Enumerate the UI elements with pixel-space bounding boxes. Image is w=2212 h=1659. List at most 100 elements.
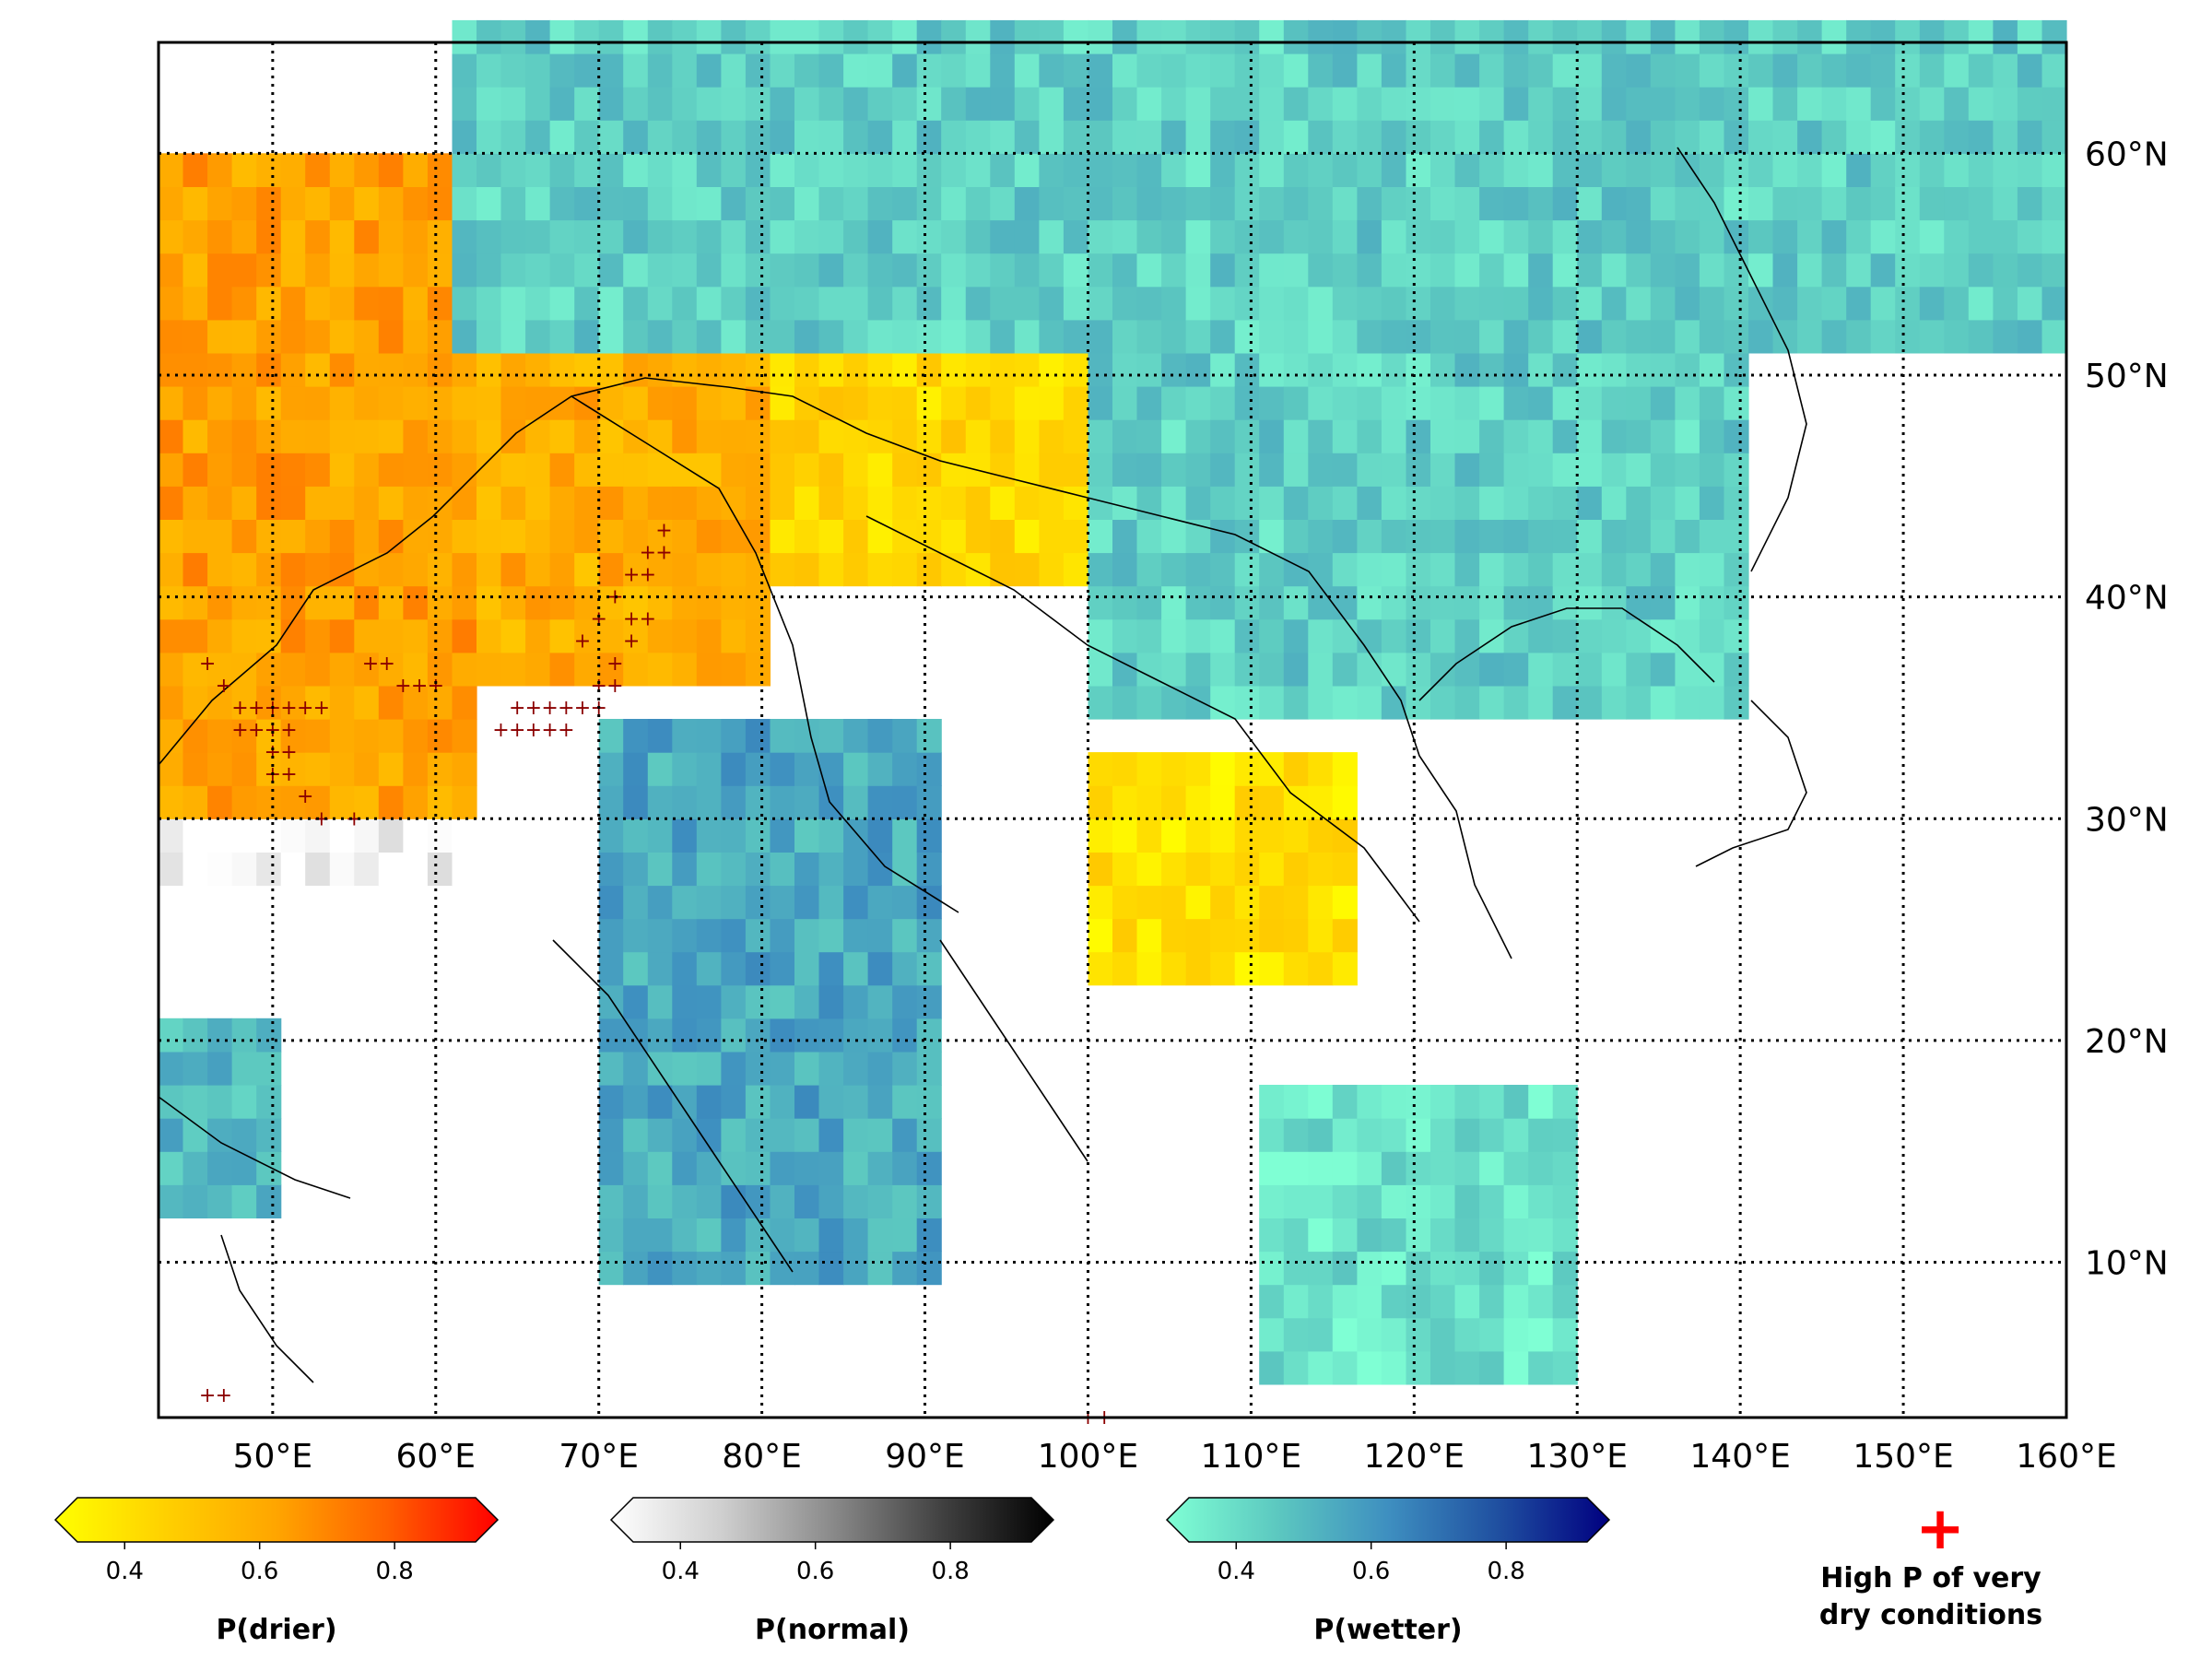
grid-cell xyxy=(231,585,257,620)
grid-cell xyxy=(672,453,698,487)
grid-cell xyxy=(403,219,429,254)
grid-cell xyxy=(1308,552,1334,587)
grid-cell xyxy=(256,352,282,387)
grid-cell xyxy=(452,120,477,154)
grid-cell xyxy=(378,752,404,786)
very-dry-cross: + xyxy=(509,697,525,720)
grid-cell xyxy=(1552,352,1578,387)
grid-cell xyxy=(1454,419,1480,453)
grid-cell xyxy=(770,19,795,54)
grid-cell xyxy=(1626,53,1652,88)
grid-cell xyxy=(1454,652,1480,687)
grid-cell xyxy=(1528,1284,1554,1319)
grid-cell xyxy=(1283,286,1309,321)
grid-cell xyxy=(1724,419,1749,453)
border-line xyxy=(1418,607,1715,701)
grid-cell xyxy=(696,1051,722,1086)
grid-cell xyxy=(207,352,233,387)
grid-cell xyxy=(1161,552,1187,587)
grid-cell xyxy=(1479,1284,1505,1319)
grid-cell xyxy=(818,852,844,887)
grid-cell xyxy=(1381,53,1406,88)
grid-cell xyxy=(256,519,282,554)
grid-cell xyxy=(1503,1118,1529,1152)
grid-cell xyxy=(280,319,306,354)
grid-cell xyxy=(1112,752,1138,786)
grid-cell xyxy=(721,752,747,786)
grid-cell xyxy=(549,652,575,687)
grid-cell xyxy=(329,618,355,653)
grid-cell xyxy=(672,153,698,187)
grid-cell xyxy=(231,618,257,653)
grid-cell xyxy=(1675,419,1700,453)
grid-cell xyxy=(1357,618,1382,653)
grid-cell xyxy=(378,219,404,254)
grid-cell xyxy=(1699,19,1724,54)
grid-cell xyxy=(916,984,942,1019)
colorbar-tick-label: 0.8 xyxy=(1487,1558,1524,1585)
grid-cell xyxy=(1919,120,1945,154)
grid-cell xyxy=(1136,618,1162,653)
lat-tick-label: 60°N xyxy=(2085,135,2169,173)
grid-cell xyxy=(745,319,771,354)
grid-cell xyxy=(696,818,722,853)
grid-cell xyxy=(647,951,673,986)
grid-cell xyxy=(1283,153,1309,187)
grid-cell xyxy=(1014,253,1040,288)
grid-cell xyxy=(1406,219,1431,254)
grid-cell xyxy=(770,818,795,853)
grid-cell xyxy=(256,1085,282,1119)
grid-cell xyxy=(843,253,869,288)
grid-cell xyxy=(1381,618,1406,653)
grid-cell xyxy=(1528,618,1554,653)
grid-cell xyxy=(941,453,967,487)
grid-cell xyxy=(843,552,869,587)
grid-cell xyxy=(500,585,526,620)
grid-cell xyxy=(1968,87,1994,121)
grid-cell xyxy=(1088,186,1113,221)
grid-cell xyxy=(182,852,208,887)
grid-cell xyxy=(1406,419,1431,453)
grid-cell xyxy=(1675,453,1700,487)
very-dry-cross: + xyxy=(394,675,411,698)
grid-cell xyxy=(2041,19,2067,54)
grid-cell xyxy=(1308,1118,1334,1152)
grid-cell xyxy=(1626,652,1652,687)
grid-cell xyxy=(329,752,355,786)
grid-cell xyxy=(1993,19,2018,54)
grid-cell xyxy=(1259,319,1285,354)
grid-cell xyxy=(1283,752,1309,786)
grid-cell xyxy=(549,253,575,288)
very-dry-cross: + xyxy=(280,763,297,786)
grid-cell xyxy=(231,752,257,786)
grid-cell xyxy=(1357,486,1382,520)
grid-cell xyxy=(182,552,208,587)
grid-cell xyxy=(1650,219,1676,254)
grid-cell xyxy=(182,1151,208,1185)
grid-cell xyxy=(818,519,844,554)
grid-cell xyxy=(843,419,869,453)
grid-cell xyxy=(1381,552,1406,587)
grid-cell xyxy=(1088,153,1113,187)
grid-cell xyxy=(1283,652,1309,687)
grid-cell xyxy=(280,652,306,687)
grid-cell xyxy=(843,1184,869,1218)
grid-cell xyxy=(1626,120,1652,154)
grid-cell xyxy=(1357,286,1382,321)
grid-cell xyxy=(231,386,257,420)
colorbar-tick-label: 0.4 xyxy=(662,1558,700,1585)
grid-cell xyxy=(696,219,722,254)
grid-cell xyxy=(598,87,624,121)
grid-cell xyxy=(354,852,380,887)
grid-cell xyxy=(916,286,942,321)
grid-cell xyxy=(916,1251,942,1286)
grid-cell xyxy=(1136,352,1162,387)
grid-cell xyxy=(427,352,453,387)
grid-cell xyxy=(305,319,331,354)
grid-cell xyxy=(1112,453,1138,487)
grid-cell xyxy=(329,685,355,720)
grid-cell xyxy=(794,19,820,54)
grid-cell xyxy=(1577,519,1603,554)
grid-cell xyxy=(1503,319,1529,354)
grid-cell xyxy=(672,951,698,986)
